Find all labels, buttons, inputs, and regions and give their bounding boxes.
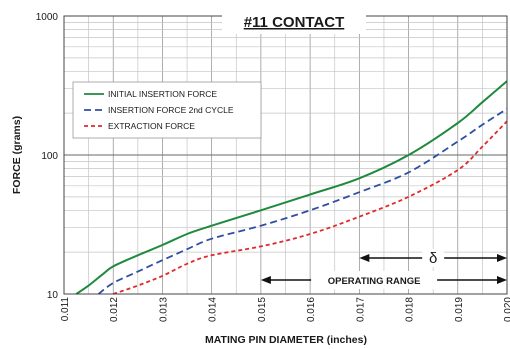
annotation-label-backdrop [311, 271, 438, 289]
legend-label: EXTRACTION FORCE [108, 121, 195, 131]
legend-label: INSERTION FORCE 2nd CYCLE [108, 105, 234, 115]
y-axis-title: FORCE (grams) [11, 116, 23, 194]
annotation-arrowhead [359, 254, 370, 262]
legend-label: INITIAL INSERTION FORCE [108, 89, 217, 99]
y-tick-label: 100 [41, 151, 58, 162]
annotation-arrowhead [260, 276, 271, 284]
series-line [112, 120, 508, 295]
annotations: δ OPERATING RANGE [260, 249, 507, 289]
x-tick-label: 0.017 [355, 297, 366, 322]
x-tick-label: 0.012 [109, 297, 120, 322]
chart-title: #11 CONTACT [244, 14, 345, 31]
y-tick-label: 10 [47, 290, 59, 301]
annotation-label-backdrop [422, 249, 445, 267]
y-tick-label: 1000 [36, 12, 59, 23]
x-tick-label: 0.019 [454, 297, 465, 322]
legend: INITIAL INSERTION FORCE INSERTION FORCE 2… [72, 81, 262, 139]
series-line [97, 108, 508, 295]
series-line [75, 80, 508, 295]
x-tick-label: 0.013 [158, 297, 169, 322]
x-tick-label: 0.014 [208, 297, 219, 322]
operating-range-label: OPERATING RANGE [328, 276, 421, 287]
x-tick-label: 0.015 [257, 297, 268, 322]
x-tick-label: 0.018 [405, 297, 416, 322]
x-axis-title: MATING PIN DIAMETER (inches) [205, 334, 367, 346]
annotation-arrowhead [497, 276, 507, 284]
legend-box [72, 81, 262, 139]
x-tick-label: 0.016 [306, 297, 317, 322]
x-tick-label: 0.020 [503, 297, 510, 322]
series-group [75, 80, 508, 295]
delta-label: δ [429, 250, 437, 267]
title-backdrop [222, 12, 366, 34]
x-tick-label: 0.011 [60, 297, 71, 322]
annotation-arrowhead [497, 254, 507, 262]
tick-labels: 0.011 0.012 0.013 0.014 0.015 0.016 0.017 0.018… [36, 12, 510, 322]
